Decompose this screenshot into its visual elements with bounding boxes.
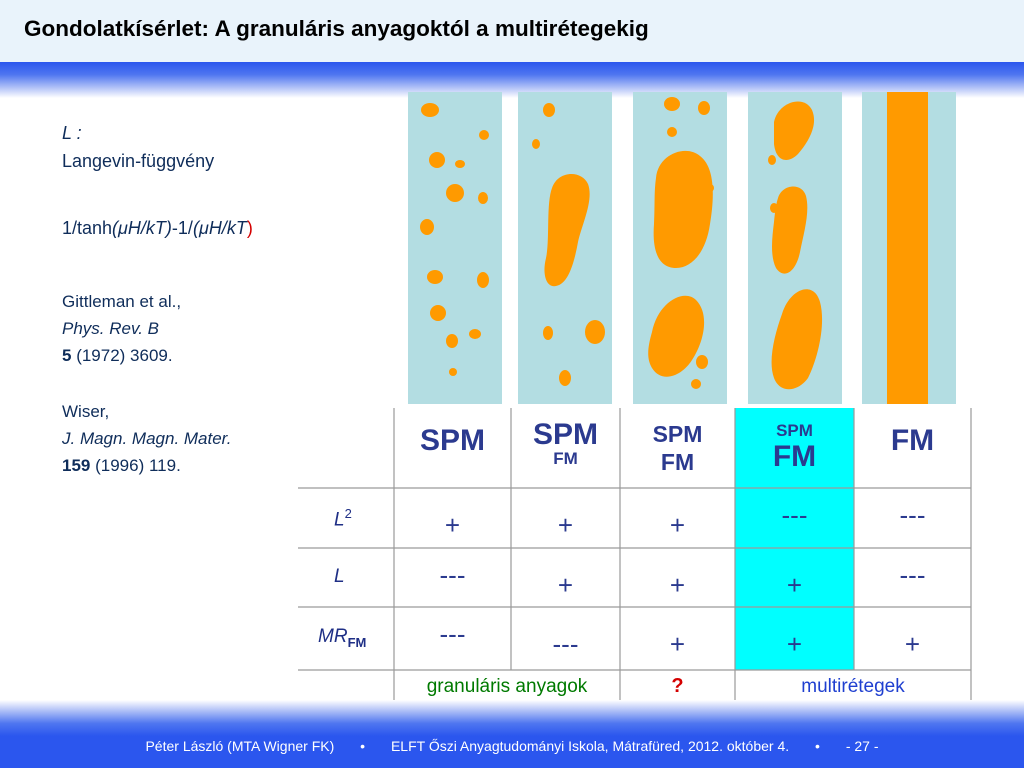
col-header-4-main: SPM bbox=[776, 421, 813, 440]
cell-r2-c3: + bbox=[669, 570, 686, 600]
col-header-5: FM bbox=[854, 424, 971, 458]
footer-bullet-2: • bbox=[815, 738, 820, 754]
cell-r1-c5: --- bbox=[899, 500, 926, 530]
col-header-5-main: FM bbox=[890, 424, 935, 457]
ref1-citation: 5 (1972) 3609. bbox=[62, 346, 173, 366]
ref1-journal: Phys. Rev. B bbox=[62, 319, 159, 338]
cell-r1-c2: + bbox=[557, 510, 574, 540]
row-header-l2: L2 bbox=[334, 506, 352, 531]
cell-r3-c1: --- bbox=[439, 619, 466, 649]
cell-r2-c2: + bbox=[557, 570, 574, 600]
col-header-1-main: SPM bbox=[419, 424, 485, 457]
cell-r1-c4: --- bbox=[781, 500, 808, 530]
formula-part7: ) bbox=[246, 218, 253, 238]
cell-r3-c2: --- bbox=[552, 629, 579, 659]
row-header-l: L bbox=[334, 566, 345, 588]
ref2-journal: J. Magn. Magn. Mater. bbox=[62, 429, 232, 448]
row-header-l-label: L bbox=[334, 566, 345, 587]
cell-r3-c4: + bbox=[786, 629, 803, 659]
question-mark: ? bbox=[671, 675, 684, 697]
stripe-spm-fm-1 bbox=[518, 92, 612, 404]
col-header-4: SPM FM bbox=[735, 421, 854, 473]
stripe-fm bbox=[862, 92, 956, 404]
cell-r2-c4: + bbox=[786, 570, 803, 600]
langevin-label: Langevin-függvény bbox=[62, 151, 215, 171]
col-header-4-sub: FM bbox=[772, 440, 817, 473]
properties-table bbox=[298, 408, 972, 708]
formula-part6: H/kT bbox=[208, 218, 247, 238]
row-header-mr-sub: FM bbox=[347, 634, 367, 650]
stripe-spm-fm-3 bbox=[748, 92, 842, 404]
ref2-citation: 159 (1996) 119. bbox=[62, 456, 181, 476]
stripe-spm bbox=[408, 92, 502, 404]
footer-author: Péter László (MTA Wigner FK) bbox=[145, 738, 335, 754]
formula-part5: ( bbox=[192, 218, 199, 238]
col-header-3-main: SPM bbox=[652, 421, 703, 447]
ref2-rest: (1996) 119. bbox=[90, 456, 181, 475]
formula-part1: 1/tanh bbox=[62, 218, 113, 238]
ref1-authors: Gittleman et al., bbox=[62, 292, 182, 311]
formula-part3: H/kT) bbox=[127, 218, 172, 238]
col-header-1: SPM bbox=[394, 424, 511, 458]
granular-label: granuláris anyagok bbox=[426, 676, 588, 697]
col-header-2: SPM FM bbox=[511, 418, 620, 468]
ref2-authors: Wiser, bbox=[62, 402, 110, 421]
footer-bullet-1: • bbox=[360, 738, 366, 754]
formula-mu1: μ bbox=[118, 218, 128, 238]
stripe-spm-fm-2 bbox=[633, 92, 727, 404]
formula-part4: -1/ bbox=[171, 218, 193, 238]
l-label: L : bbox=[62, 123, 82, 143]
footer-page: - 27 - bbox=[845, 738, 879, 754]
footer-text: Péter László (MTA Wigner FK) • ELFT Őszi… bbox=[0, 738, 1024, 754]
footer-gradient-band bbox=[0, 700, 1024, 736]
cell-r1-c3: + bbox=[669, 510, 686, 540]
title-bar: Gondolatkísérlet: A granuláris anyagoktó… bbox=[0, 0, 1024, 62]
highlight-column bbox=[735, 408, 854, 670]
col-header-2-main: SPM bbox=[532, 418, 598, 451]
formula-part2: ( bbox=[112, 218, 119, 238]
cell-r1-c1: + bbox=[444, 510, 461, 540]
particle-stripes-illustration bbox=[408, 92, 956, 404]
cell-r3-c5: + bbox=[904, 629, 921, 659]
footer-bar bbox=[0, 736, 1024, 768]
formula-mu2: μ bbox=[198, 218, 209, 238]
ref2-volume: 159 bbox=[62, 456, 91, 475]
row-header-mr: MRFM bbox=[318, 626, 366, 650]
ref1-volume: 5 bbox=[62, 346, 72, 365]
row-header-mr-label: MR bbox=[318, 626, 348, 647]
row-header-l2-sup: 2 bbox=[344, 506, 352, 521]
slide-title: Gondolatkísérlet: A granuláris anyagoktó… bbox=[24, 16, 649, 41]
col-header-3: SPM FM bbox=[620, 420, 735, 476]
cell-r2-c5: --- bbox=[899, 560, 926, 590]
footer-event: ELFT Őszi Anyagtudományi Iskola, Mátrafü… bbox=[390, 738, 790, 754]
langevin-formula: 1/tanh(μH/kT)-1/(μH/kT) bbox=[62, 218, 253, 239]
multilayer-label: multirétegek bbox=[801, 676, 905, 697]
ref1-rest: (1972) 3609. bbox=[71, 346, 173, 365]
row-header-l2-label: L bbox=[334, 509, 345, 531]
cell-r2-c1: --- bbox=[439, 560, 466, 590]
col-header-2-sub: FM bbox=[553, 449, 578, 468]
cell-r3-c3: + bbox=[669, 629, 686, 659]
header-gradient-band bbox=[0, 62, 1024, 98]
col-header-3-sub: FM bbox=[660, 449, 695, 475]
